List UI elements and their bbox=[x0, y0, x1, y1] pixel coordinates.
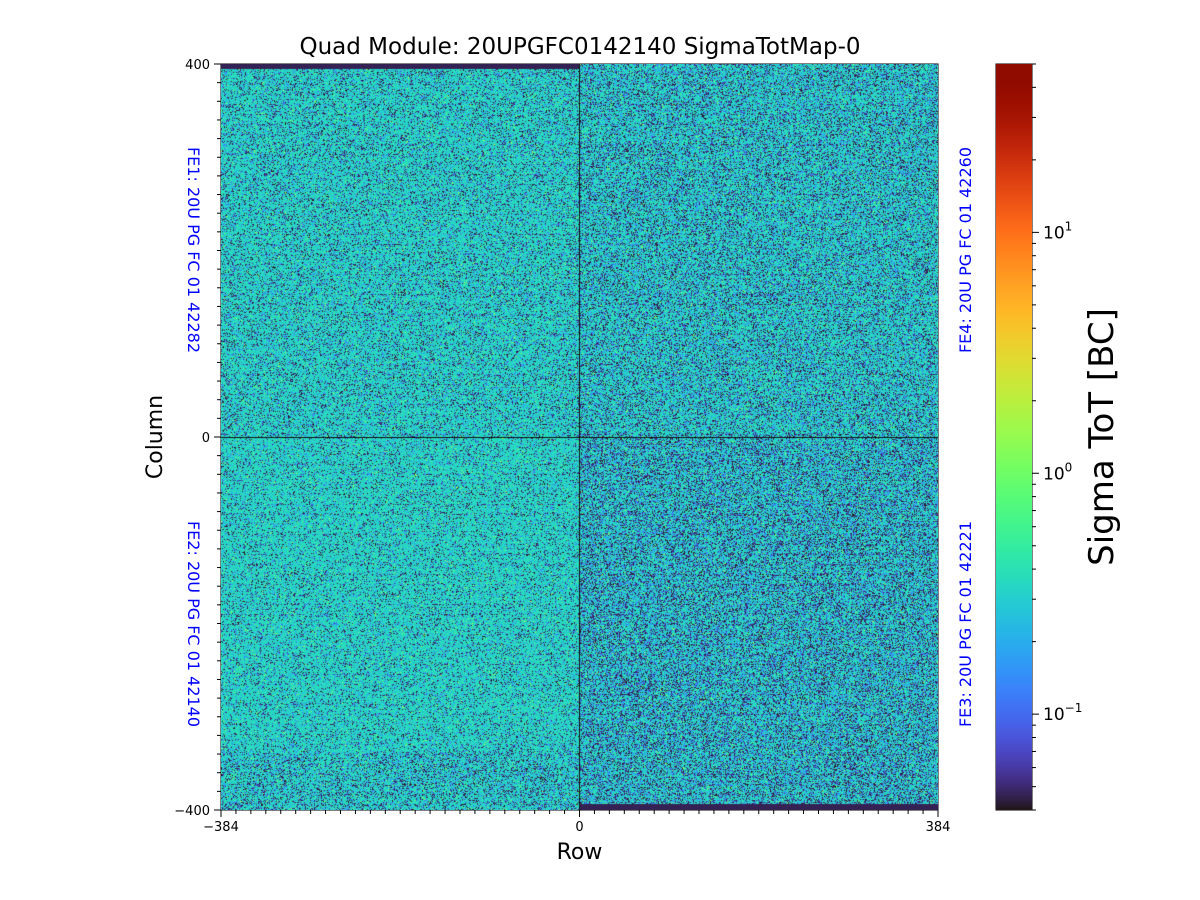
y-tick-label-bottom: −400 bbox=[174, 804, 210, 819]
y-tick-label-top: 400 bbox=[185, 58, 210, 73]
chart-title: Quad Module: 20UPGFC0142140 SigmaTotMap-… bbox=[300, 34, 861, 60]
y-axis bbox=[214, 63, 221, 811]
y-minor-ticks bbox=[217, 82, 221, 792]
fe1-label: FE1: 20U PG FC 01 42282 bbox=[184, 147, 203, 353]
colorbar-tick-label: 101 bbox=[1043, 219, 1072, 243]
heatmap bbox=[221, 64, 938, 810]
colorbar-tick-label: 10−1 bbox=[1043, 701, 1082, 725]
colorbar-label: Sigma ToT [BC] bbox=[1082, 308, 1122, 566]
y-axis-label: Column bbox=[143, 395, 168, 479]
fe4-label: FE4: 20U PG FC 01 42260 bbox=[956, 147, 975, 353]
x-axis bbox=[220, 810, 939, 817]
x-axis-label: Row bbox=[557, 840, 603, 865]
colorbar-tick-labels: 10−1 100 101 bbox=[1043, 219, 1082, 725]
fe2-label: FE2: 20U PG FC 01 42140 bbox=[184, 521, 203, 727]
colorbar-tick-label: 100 bbox=[1043, 460, 1072, 484]
x-minor-ticks bbox=[235, 810, 924, 814]
colorbar bbox=[996, 64, 1032, 810]
fe3-label: FE3: 20U PG FC 01 42221 bbox=[956, 521, 975, 727]
colorbar-ticks bbox=[1032, 63, 1039, 811]
x-tick-label-zero: 0 bbox=[575, 820, 583, 835]
y-tick-label-zero: 0 bbox=[202, 431, 210, 446]
x-tick-label-left: −384 bbox=[203, 820, 239, 835]
x-tick-label-right: 384 bbox=[926, 820, 951, 835]
